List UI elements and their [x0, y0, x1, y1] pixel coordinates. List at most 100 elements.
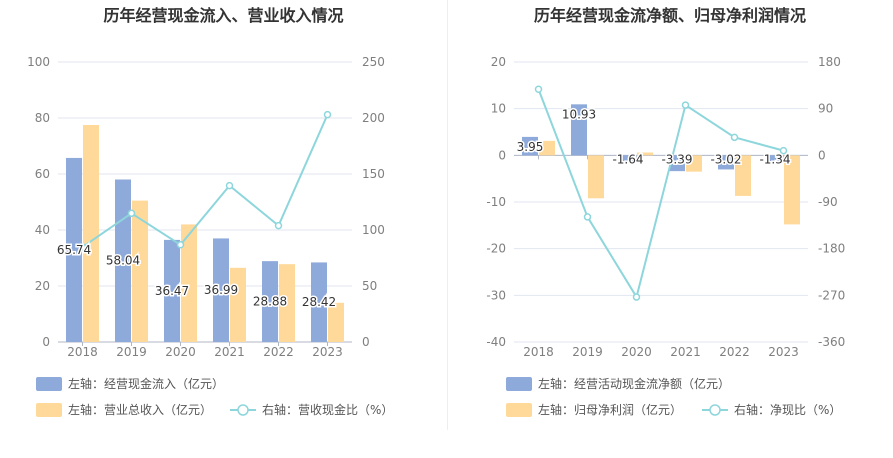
legend-swatch — [36, 377, 62, 391]
ratio-point — [779, 146, 788, 155]
bar-secondary — [328, 302, 344, 342]
bar-primary — [213, 238, 229, 342]
bar-secondary — [132, 200, 148, 342]
left-tick-label: 10 — [491, 102, 506, 116]
left-tick-label: 80 — [35, 111, 50, 125]
legend-swatch — [506, 377, 532, 391]
ratio-point — [127, 209, 136, 218]
bar-secondary — [637, 152, 653, 156]
right-tick-label: 0 — [362, 335, 370, 349]
x-tick-label: 2019 — [572, 345, 603, 359]
bar-primary — [311, 262, 327, 342]
legend-label: 左轴：营业总收入（亿元） — [68, 402, 212, 417]
legend-label: 左轴：经营活动现金流净额（亿元） — [538, 376, 730, 391]
legend-label: 左轴：归母净利润（亿元） — [538, 402, 682, 417]
ratio-point — [534, 85, 543, 94]
x-tick-label: 2018 — [67, 345, 98, 359]
bar-secondary — [279, 264, 295, 342]
x-tick-label: 2020 — [165, 345, 196, 359]
x-tick-label: 2023 — [312, 345, 343, 359]
legend-swatch — [506, 403, 532, 417]
right-tick-label: 0 — [818, 148, 826, 162]
bar-secondary — [784, 155, 800, 225]
right-tick-label: 90 — [818, 102, 833, 116]
bar-value-label: -3.02 — [710, 152, 741, 166]
ratio-point — [225, 181, 234, 190]
bar-value-label: -1.34 — [759, 152, 790, 166]
bar-primary — [669, 155, 685, 172]
left-tick-label: 60 — [35, 167, 50, 181]
left-tick-label: -10 — [486, 195, 506, 209]
left-tick-label: -40 — [486, 335, 506, 349]
bar-secondary — [181, 224, 197, 342]
bar-value-label: 65.74 — [57, 243, 91, 257]
legend-label: 左轴：经营现金流入（亿元） — [68, 376, 224, 391]
legend-line-marker — [237, 404, 249, 416]
left-tick-label: 100 — [27, 55, 50, 69]
right-tick-label: 250 — [362, 55, 385, 69]
bar-value-label: 36.99 — [204, 283, 238, 297]
chart-2-group: 20 10 0 -10 -20 -30 -40 180 90 0 -90 -180 -270 -360 20… — [486, 55, 845, 417]
right-tick-label: -270 — [818, 288, 845, 302]
right-tick-label: 100 — [362, 223, 385, 237]
bar-value-label: 28.42 — [302, 295, 336, 309]
ratio-line — [81, 114, 329, 248]
bar-secondary — [735, 155, 751, 196]
ratio-point — [176, 241, 185, 249]
legend-swatch — [36, 403, 62, 417]
x-tick-label: 2020 — [621, 345, 652, 359]
bar-secondary — [539, 140, 555, 156]
bar-primary — [115, 179, 131, 342]
bar-secondary — [83, 125, 99, 342]
bar-primary — [767, 155, 783, 162]
x-tick-label: 2018 — [523, 345, 554, 359]
ratio-point — [274, 221, 283, 230]
right-tick-label: -180 — [818, 242, 845, 256]
x-tick-label: 2023 — [768, 345, 799, 359]
bar-primary — [262, 261, 278, 342]
chart-1-title: 历年经营现金流入、营业收入情况 — [103, 6, 344, 25]
right-tick-label: -360 — [818, 335, 845, 349]
left-tick-label: 0 — [498, 148, 506, 162]
ratio-line — [537, 88, 784, 300]
left-tick-label: 40 — [35, 223, 50, 237]
legend-line-marker — [709, 404, 721, 416]
bar-primary — [620, 155, 636, 163]
panel-divider — [447, 0, 448, 430]
bar-value-label: 3.95 — [517, 140, 544, 154]
ratio-point — [78, 243, 87, 251]
bar-primary — [66, 157, 82, 342]
left-tick-label: 0 — [42, 335, 50, 349]
bar-primary — [571, 104, 587, 156]
bar-secondary — [230, 267, 246, 342]
bar-value-label: 36.47 — [155, 284, 189, 298]
x-tick-label: 2021 — [214, 345, 245, 359]
bar-secondary — [686, 155, 702, 172]
right-tick-label: 200 — [362, 111, 385, 125]
bar-value-label: -1.64 — [612, 152, 643, 166]
left-tick-label: 20 — [491, 55, 506, 69]
bar-value-label: 58.04 — [106, 254, 140, 268]
ratio-point — [323, 110, 332, 119]
legend-label: 右轴：营收现金比（%） — [262, 402, 393, 417]
legend-label: 右轴：净现比（%） — [734, 402, 841, 417]
bar-primary — [164, 239, 180, 342]
ratio-point — [730, 133, 739, 142]
x-tick-label: 2019 — [116, 345, 147, 359]
x-tick-label: 2022 — [263, 345, 294, 359]
chart-2-title: 历年经营现金流净额、归母净利润情况 — [533, 6, 806, 25]
right-tick-label: 180 — [818, 55, 841, 69]
bar-primary — [522, 136, 538, 156]
ratio-point — [681, 101, 690, 109]
x-tick-label: 2022 — [719, 345, 750, 359]
ratio-point — [632, 293, 641, 301]
right-tick-label: 150 — [362, 167, 385, 181]
left-tick-label: 20 — [35, 279, 50, 293]
left-tick-label: -30 — [486, 288, 506, 302]
right-tick-label: -90 — [818, 195, 838, 209]
bar-value-label: 10.93 — [562, 107, 596, 121]
left-tick-label: -20 — [486, 242, 506, 256]
